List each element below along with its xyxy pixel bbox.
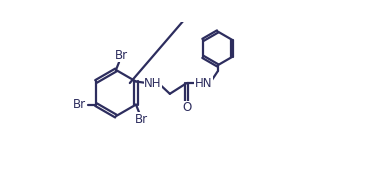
Text: NH: NH	[144, 77, 162, 90]
Text: O: O	[182, 101, 191, 114]
Text: Br: Br	[115, 49, 128, 62]
Text: Br: Br	[73, 98, 85, 111]
Text: HN: HN	[195, 77, 212, 90]
Text: Br: Br	[135, 113, 148, 126]
